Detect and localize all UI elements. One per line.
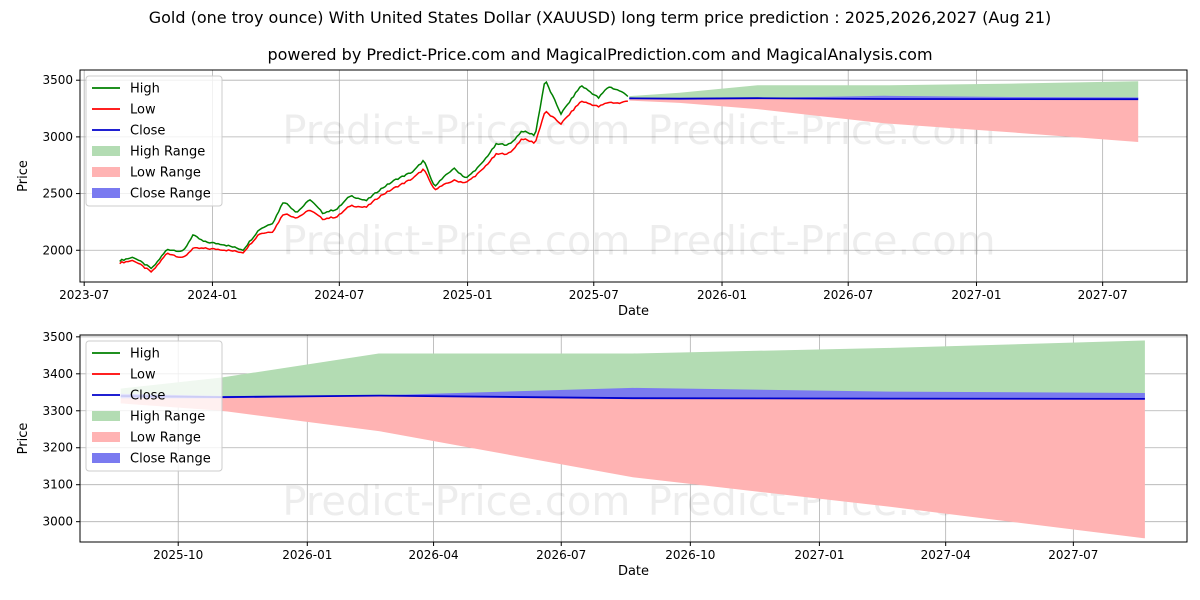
x-tick-label: 2026-04 [408, 548, 458, 562]
x-tick-label: 2027-01 [794, 548, 844, 562]
close-range-area [120, 387, 1145, 399]
x-tick-label: 2027-04 [921, 548, 971, 562]
y-axis-label: Price [16, 423, 31, 455]
chart-subtitle: powered by Predict-Price.com and Magical… [267, 45, 933, 64]
x-tick-label: 2027-07 [1078, 288, 1128, 302]
y-tick-label: 3000 [42, 515, 73, 529]
legend-label: High [130, 347, 160, 362]
chart-title: Gold (one troy ounce) With United States… [148, 8, 1052, 27]
y-tick-label: 3400 [42, 367, 73, 381]
x-tick-label: 2027-01 [951, 288, 1001, 302]
y-tick-label: 2000 [42, 243, 73, 257]
legend-label: Close Range [130, 187, 211, 202]
legend-swatch-patch [92, 146, 120, 156]
watermark-text: Predict-Price.com [282, 218, 630, 264]
y-axis-label: Price [16, 160, 31, 192]
legend-label: High Range [130, 145, 205, 160]
legend-label: High Range [130, 410, 205, 425]
close-series-line [629, 97, 1139, 101]
y-tick-label: 3200 [42, 441, 73, 455]
x-tick-label: 2026-10 [665, 548, 715, 562]
low-range-area [120, 395, 1145, 539]
legend-label: Close Range [130, 452, 211, 467]
y-tick-label: 3500 [42, 73, 73, 87]
legend-swatch-patch [92, 411, 120, 421]
y-tick-label: 3300 [42, 404, 73, 418]
legend-swatch-patch [92, 167, 120, 177]
chart-panel-0: Predict-Price.com Predict-Price.com Predic… [16, 69, 1188, 319]
y-tick-label: 3500 [42, 330, 73, 344]
x-tick-label: 2025-07 [569, 288, 619, 302]
y-tick-label: 2500 [42, 187, 73, 201]
x-tick-label: 2025-01 [443, 288, 493, 302]
legend-label: Low Range [130, 166, 201, 181]
high-series-line [119, 80, 629, 270]
x-tick-label: 2024-01 [187, 288, 237, 302]
y-tick-label: 3000 [42, 130, 73, 144]
chart-panel-1: Predict-Price.comPredict-Price.comPredic… [16, 330, 1188, 579]
high-range-area [629, 81, 1139, 100]
high-range-area [120, 340, 1145, 399]
watermark-text: Predict-Price.com [282, 479, 630, 525]
legend-swatch-patch [92, 453, 120, 463]
x-tick-label: 2026-01 [282, 548, 332, 562]
x-tick-label: 2026-07 [823, 288, 873, 302]
x-tick-label: 2026-01 [697, 288, 747, 302]
legend-label: Close [130, 389, 165, 404]
x-tick-label: 2023-07 [59, 288, 109, 302]
watermark-text: Predict-Price.com [282, 108, 630, 154]
watermark-text: Predict-Price.com [648, 218, 996, 264]
axes-frame [79, 334, 1188, 543]
y-tick-label: 3100 [42, 478, 73, 492]
low-range-area [629, 98, 1139, 142]
legend-label: Low Range [130, 431, 201, 446]
x-tick-label: 2024-07 [314, 288, 364, 302]
x-tick-label: 2027-07 [1048, 548, 1098, 562]
legend-label: High [130, 82, 160, 97]
x-tick-label: 2025-10 [153, 548, 203, 562]
x-tick-label: 2026-07 [536, 548, 586, 562]
legend-swatch-patch [92, 432, 120, 442]
legend-label: Low [130, 368, 156, 383]
legend-label: Close [130, 124, 165, 139]
legend-swatch-patch [92, 188, 120, 198]
legend-label: Low [130, 103, 156, 118]
axes-frame [79, 69, 1188, 283]
x-axis-label: Date [618, 304, 649, 319]
x-axis-label: Date [618, 564, 649, 579]
low-series-line [119, 100, 628, 273]
